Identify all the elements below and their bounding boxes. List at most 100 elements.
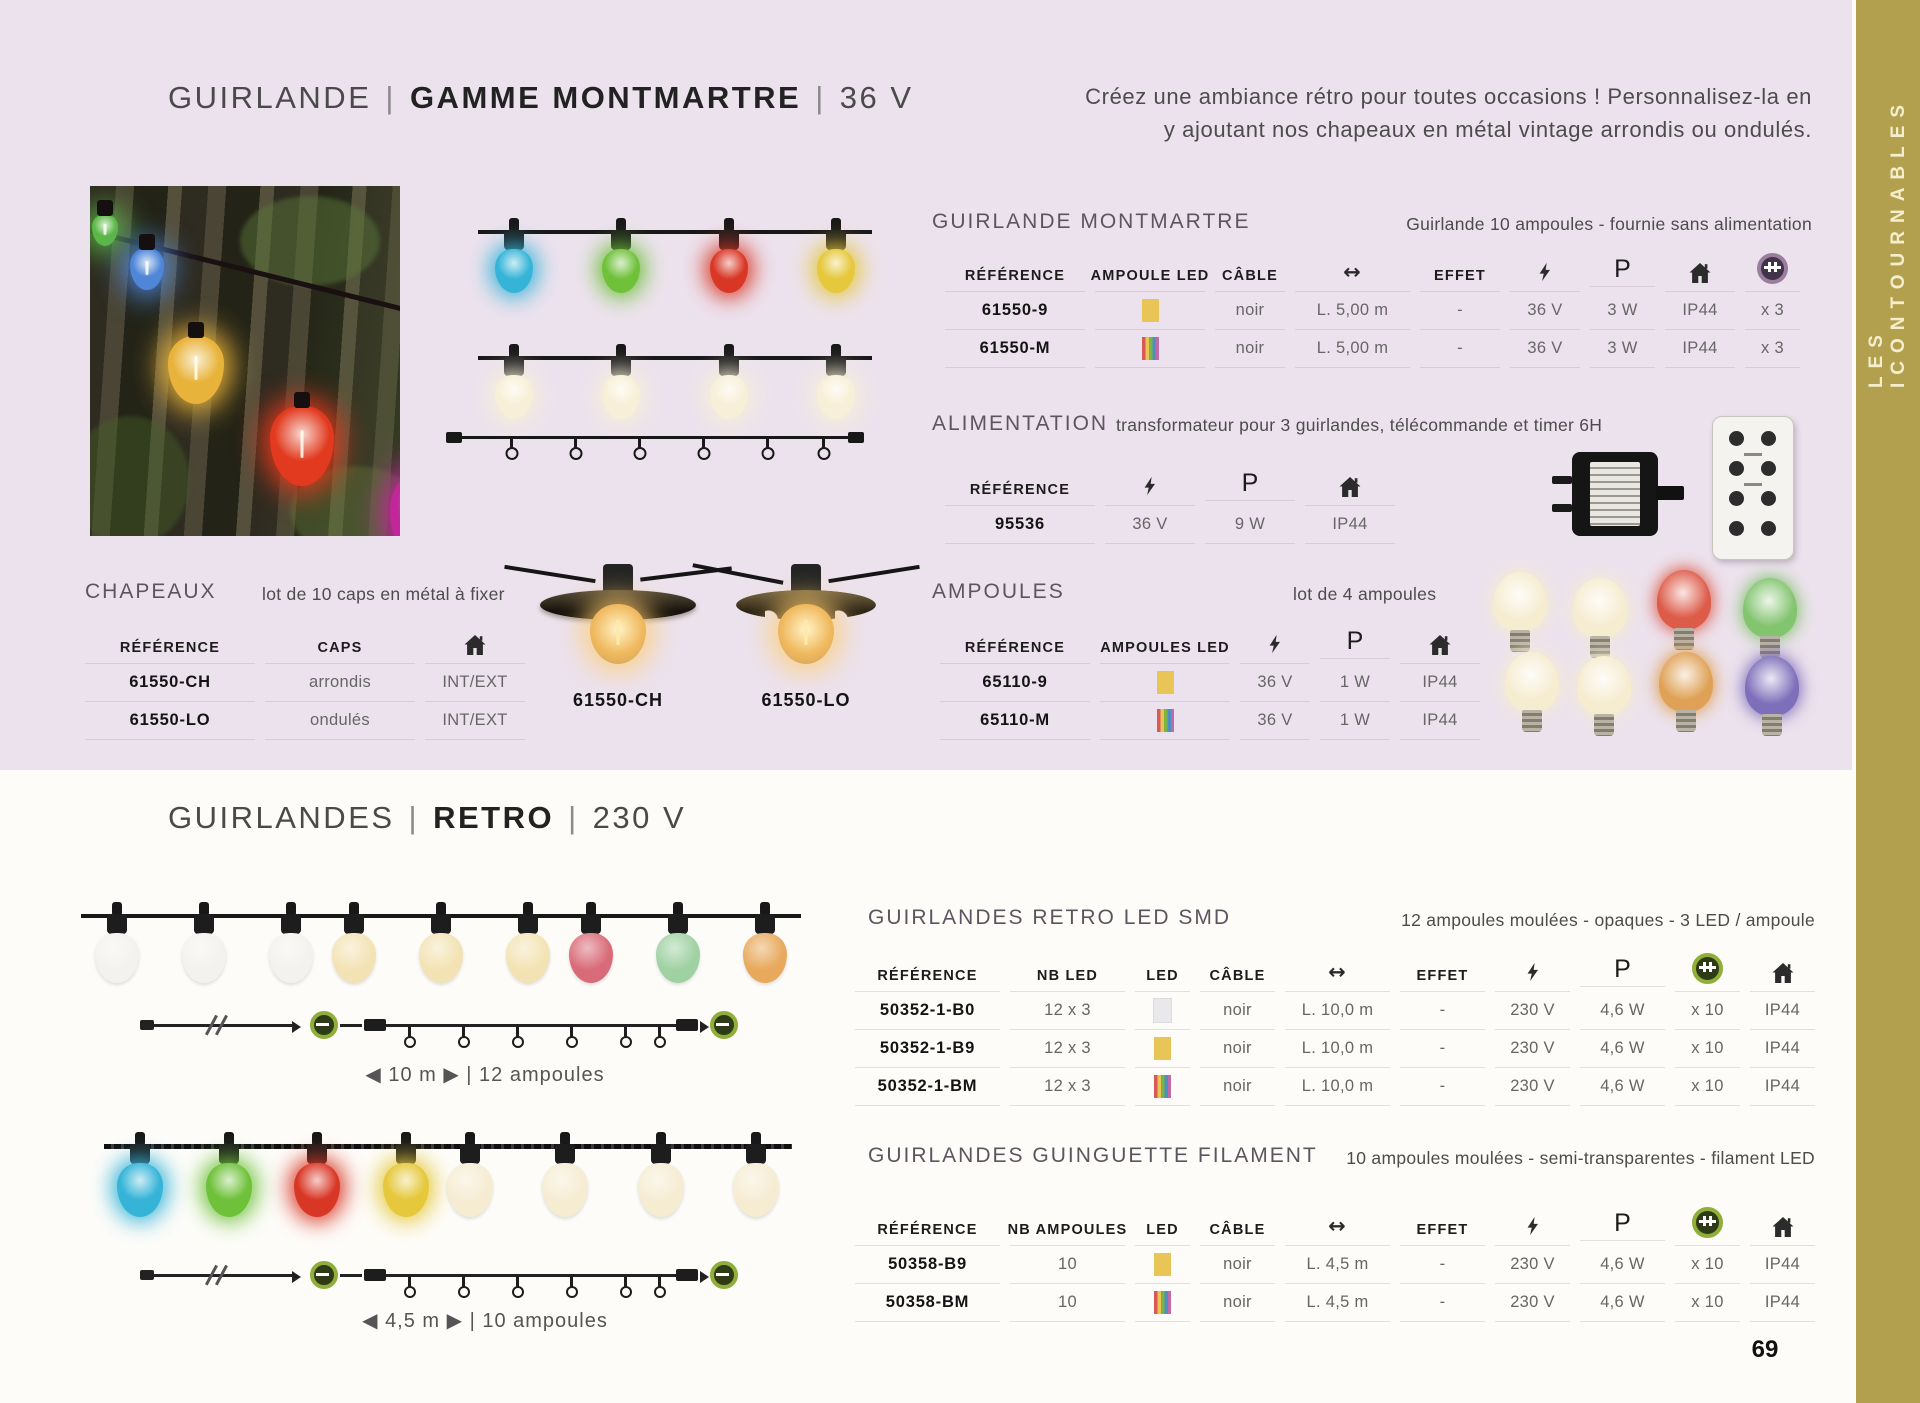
garland-socket-bulb [637, 1118, 684, 1238]
table-cell: 36 V [1105, 506, 1195, 544]
diagram-arrow [292, 1270, 301, 1283]
connect-purple-icon [1757, 253, 1788, 284]
reference-cell: 61550-9 [945, 292, 1085, 330]
remote-button [1729, 461, 1744, 476]
column-header: CÂBLE [1215, 244, 1285, 292]
diagram-hook [408, 1276, 411, 1287]
remote-button [1729, 491, 1744, 506]
socket-loop [509, 218, 519, 232]
cable-hook [638, 436, 641, 448]
cap-figure-arrondi [504, 556, 732, 706]
diagram-hook [516, 1026, 519, 1037]
table-cell: IP44 [1750, 1246, 1815, 1284]
garland-bulb [656, 933, 700, 983]
reference-cell: 50358-BM [855, 1284, 1000, 1322]
bulb-socket [194, 914, 214, 934]
garland-cable [104, 1144, 442, 1149]
table-cell: - [1400, 1030, 1485, 1068]
garland-socket-bulb [732, 1118, 779, 1238]
column-header: CÂBLE [1200, 944, 1275, 992]
socket-loop [509, 344, 519, 358]
garland-caption-4-5m: ◀ 4,5 m ▶ | 10 ampoules [362, 1310, 608, 1332]
yellow-swatch [1154, 1253, 1171, 1276]
connect-green-icon [1692, 1207, 1723, 1238]
column-header: P [1205, 458, 1295, 501]
table-cell: 3 W [1590, 330, 1655, 368]
diagram-coupler [364, 1269, 386, 1281]
plug-prong [1552, 504, 1572, 512]
column-header: RÉFÉRENCE [940, 616, 1090, 664]
bolt-column-header [1240, 616, 1310, 664]
remote-button [1761, 431, 1776, 446]
bulb-socket [504, 230, 524, 250]
remote-marking [1744, 483, 1762, 486]
title-part-guirlandes: GUIRLANDES [168, 800, 395, 835]
garland-socket-bulb [205, 1118, 252, 1238]
filament-table-title: GUIRLANDES GUINGUETTE FILAMENT [868, 1144, 1318, 1167]
table-cell: 4,6 W [1580, 1068, 1665, 1106]
garland-bulb [816, 249, 855, 293]
arrows-column-header: ↔ [1285, 944, 1390, 992]
socket-loop [723, 344, 734, 358]
diagram-arrow [700, 1270, 709, 1283]
diagram-line [386, 1274, 676, 1277]
column-header: P [1580, 1198, 1665, 1241]
table-cell: IP44 [1305, 506, 1395, 544]
garland-socket-bulb [743, 888, 787, 998]
multi-swatch [1156, 709, 1174, 732]
collection-sidebar-label: LES ICONTOURNABLES [1866, 96, 1909, 388]
ambiance-photo [90, 186, 400, 536]
chapeaux-subtitle: lot de 10 caps en métal à fixer [262, 584, 505, 604]
cable-hook [510, 436, 513, 448]
bulb-socket [755, 914, 775, 934]
garland-bulb [205, 1163, 252, 1217]
bulb-socket [518, 914, 538, 934]
loose-bulb-red [1656, 570, 1712, 656]
bulb-socket [611, 356, 632, 376]
bolt-column-header [1495, 944, 1570, 992]
garland-bulb [495, 249, 533, 293]
bolt-column-header [1495, 1198, 1570, 1246]
bolt-icon [1523, 960, 1543, 984]
remote-button [1729, 521, 1744, 536]
diagram-line [340, 1024, 362, 1027]
table-cell: arrondis [265, 664, 415, 702]
led-color-swatch [1135, 1068, 1190, 1106]
bulb-socket [307, 1144, 328, 1164]
garland-bulb [709, 249, 748, 293]
garland-bulb [95, 933, 139, 983]
garland-socket-bulb [382, 1118, 429, 1238]
bulb-socket [650, 1144, 671, 1164]
render-string-warm [478, 330, 872, 440]
garland-caption-10m: ◀ 10 m ▶ | 12 ampoules [365, 1064, 605, 1086]
cap-bulb [590, 604, 646, 664]
alimentation-title: ALIMENTATION [932, 412, 1109, 435]
alimentation-subtitle: transformateur pour 3 guirlandes, téléco… [1116, 415, 1603, 435]
garland-bulb [506, 933, 550, 983]
montmartre-table-title: GUIRLANDE MONTMARTRE [932, 210, 1251, 233]
photo-bulb-magenta [390, 466, 400, 536]
socket-loop [616, 218, 627, 232]
connect-green-column-header [1675, 1198, 1740, 1246]
diagram-hook [462, 1276, 465, 1287]
remote-control-image [1712, 416, 1794, 560]
table-cell: 9 W [1205, 506, 1295, 544]
table-cell: x 3 [1745, 330, 1800, 368]
garland-socket-bulb [656, 888, 700, 998]
table-cell: INT/EXT [425, 664, 525, 702]
filament-table-subtitle: 10 ampoules moulées - semi-transparentes… [1346, 1148, 1815, 1168]
table-cell: 4,6 W [1580, 1246, 1665, 1284]
bulb-socket [668, 914, 688, 934]
garland-bulb [637, 1163, 684, 1217]
garland-socket-bulb [707, 204, 751, 314]
diagram-hook [570, 1026, 573, 1037]
chapeaux-table: RÉFÉRENCE CAPS 61550-CH arrondis INT/EXT 6155… [85, 616, 525, 740]
title-separator: | [568, 800, 579, 835]
table-cell: IP44 [1750, 992, 1815, 1030]
connector-icon [710, 1011, 738, 1039]
socket-loop [673, 902, 683, 916]
remote-button [1761, 461, 1776, 476]
yellow-swatch [1156, 671, 1174, 694]
house-icon [1688, 262, 1712, 284]
socket-loop [135, 1132, 145, 1146]
